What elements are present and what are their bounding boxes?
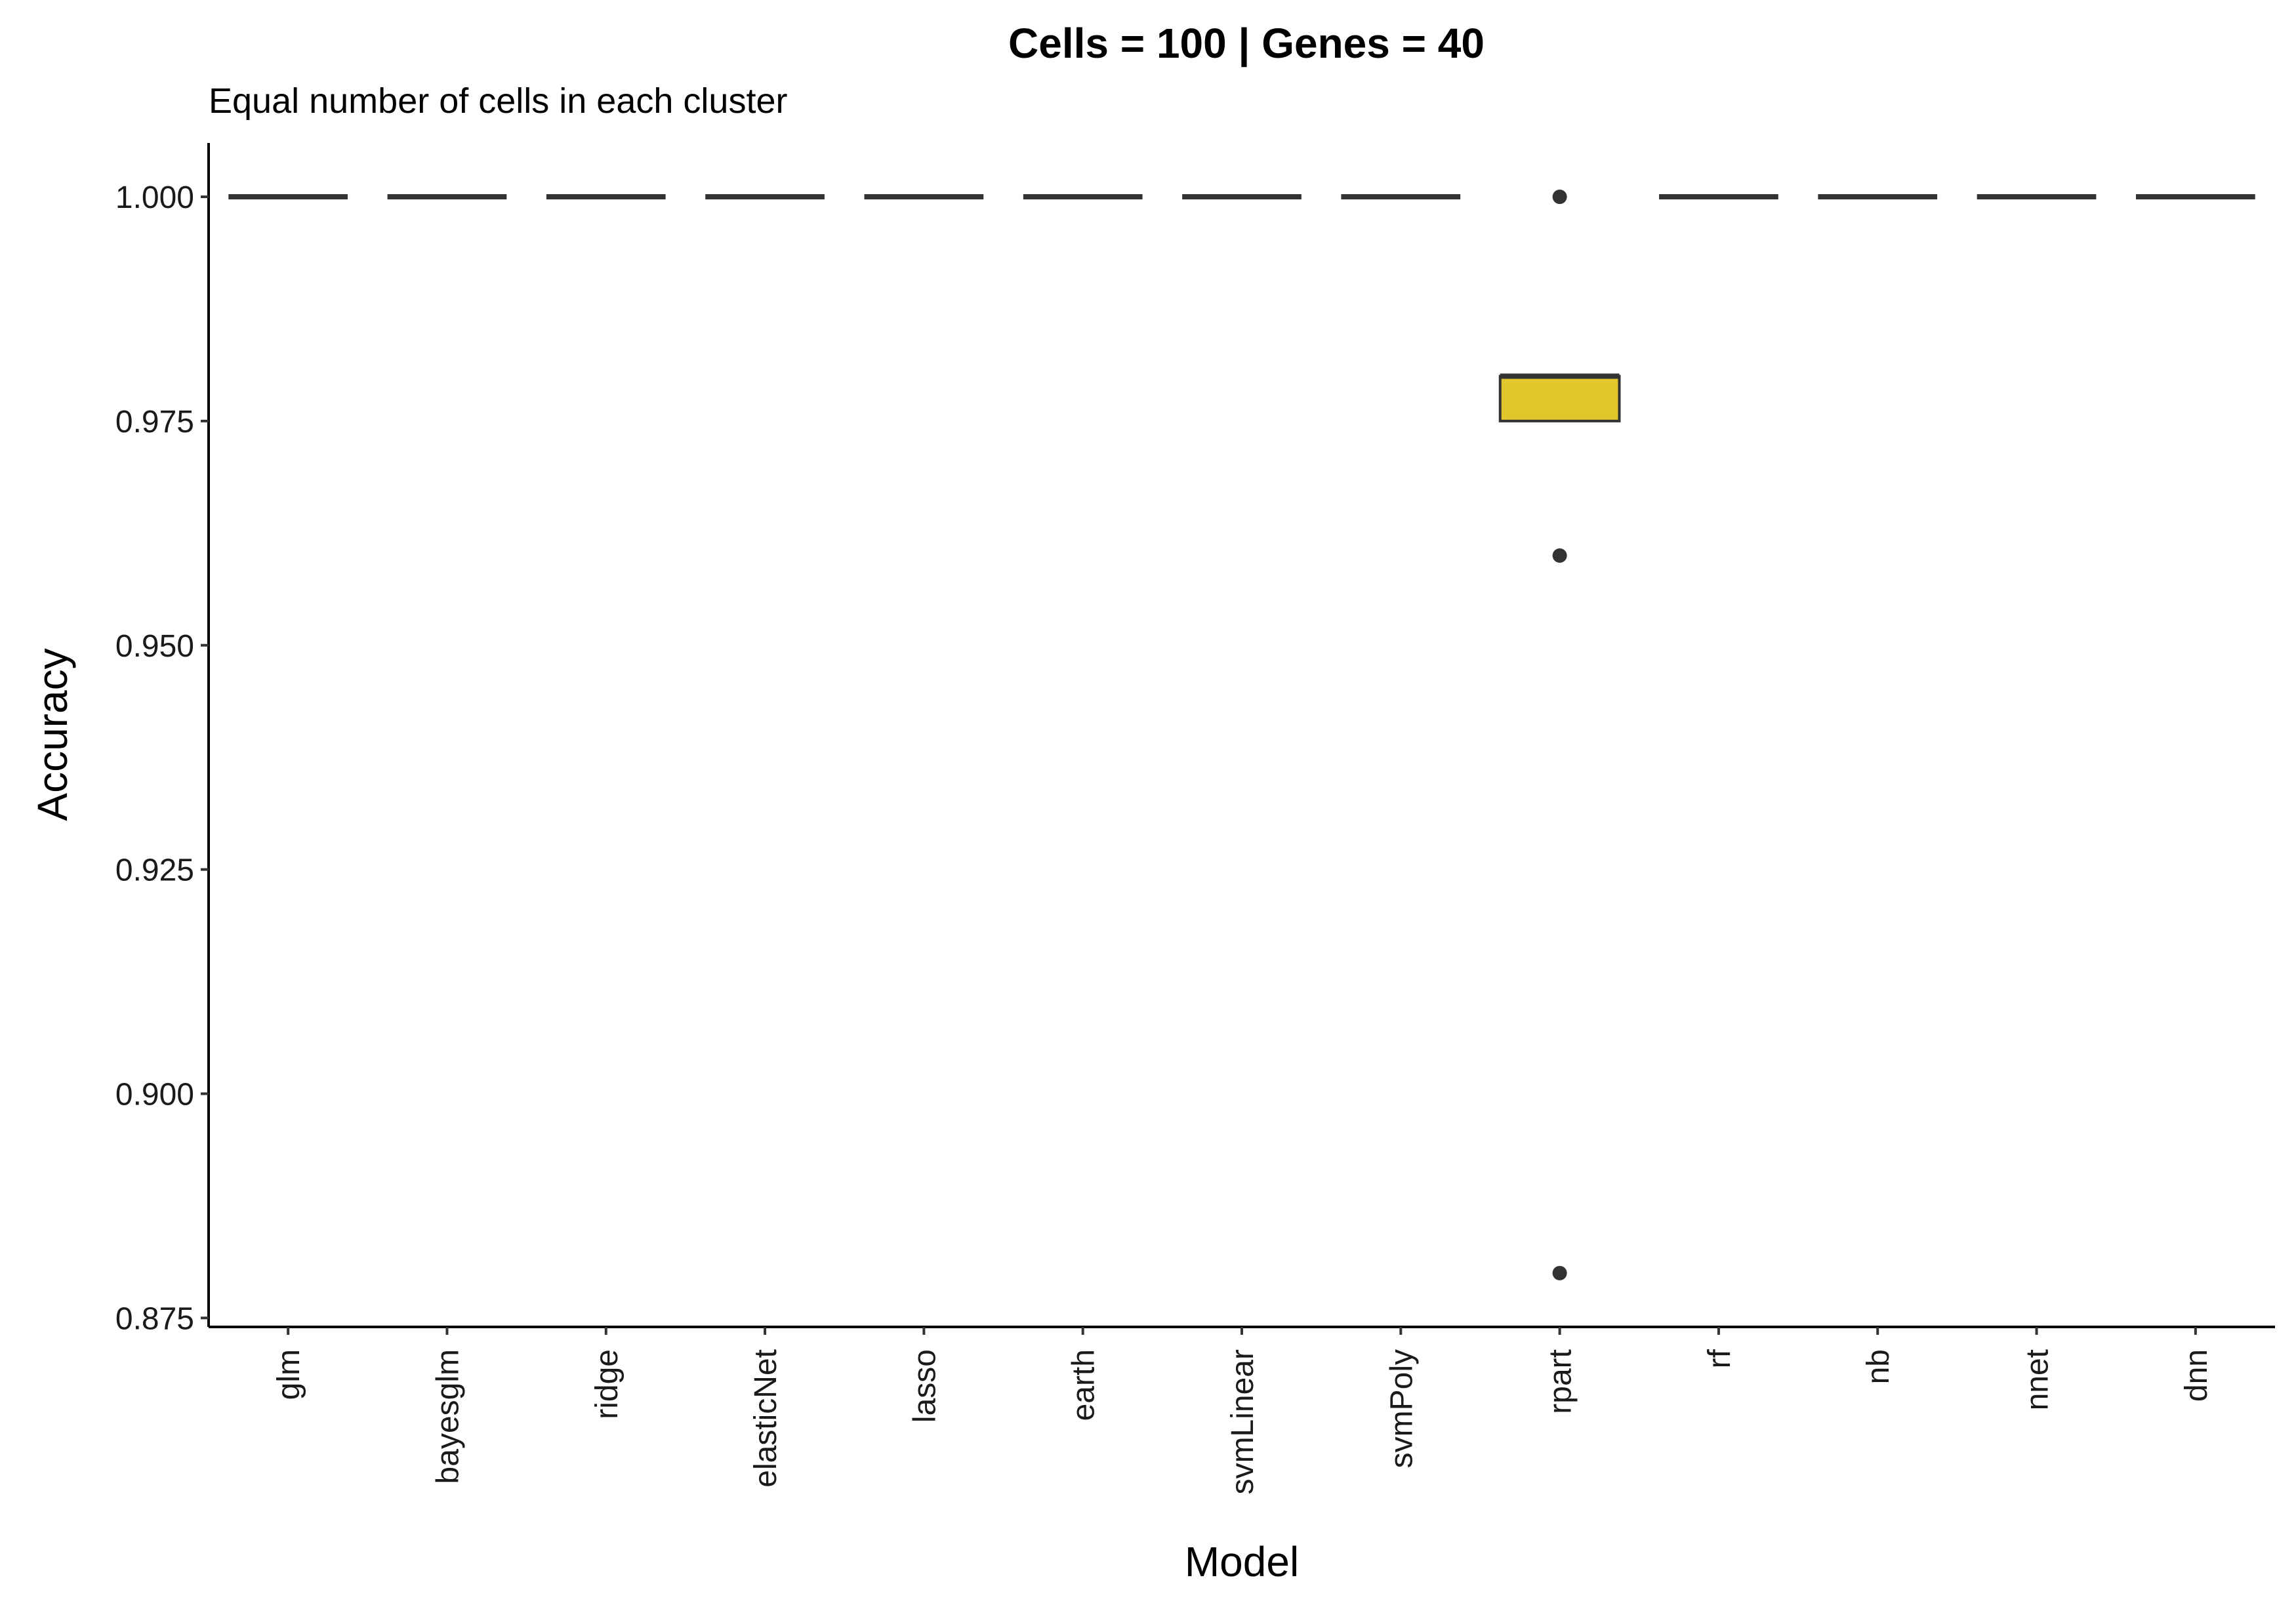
x-tick-label-earth: earth	[1067, 1349, 1101, 1421]
x-tick-label-rf: rf	[1702, 1349, 1737, 1368]
x-tick-label-svmPoly: svmPoly	[1384, 1349, 1419, 1468]
x-tick-label-ridge: ridge	[590, 1349, 625, 1419]
x-tick-label-nb: nb	[1861, 1349, 1896, 1384]
chart-title: Cells = 100 | Genes = 40	[1008, 20, 1485, 68]
x-tick-label-dnn: dnn	[2179, 1349, 2214, 1402]
outlier-point	[1552, 548, 1567, 563]
y-axis-title: Accuracy	[29, 648, 76, 821]
box-rpart	[1498, 190, 1621, 1280]
box-body	[1498, 375, 1621, 422]
chart-subtitle: Equal number of cells in each cluster	[209, 81, 787, 121]
outlier-point	[1552, 1265, 1567, 1280]
y-tick-label: 0.900	[115, 1077, 194, 1112]
x-tick-label-glm: glm	[272, 1349, 306, 1400]
x-axis-ticks: glm bayesglm ridge elasticNet lasso earth svmL…	[272, 1327, 2214, 1494]
x-axis-title: Model	[1185, 1538, 1299, 1585]
y-axis-ticks: 0.875 0.900 0.925 0.950 0.975 1.000	[115, 180, 209, 1336]
y-tick-label: 0.975	[115, 405, 194, 439]
y-tick-label: 0.925	[115, 853, 194, 888]
outlier-point	[1552, 190, 1567, 205]
y-tick-label: 0.950	[115, 629, 194, 664]
y-tick-label: 1.000	[115, 180, 194, 215]
y-tick-label: 0.875	[115, 1301, 194, 1336]
x-tick-label-svmLinear: svmLinear	[1225, 1349, 1260, 1494]
plot-area	[228, 190, 2255, 1280]
x-tick-label-bayesglm: bayesglm	[430, 1349, 465, 1484]
x-tick-label-rpart: rpart	[1544, 1349, 1578, 1414]
x-tick-label-elasticNet: elasticNet	[748, 1349, 783, 1488]
x-tick-label-nnet: nnet	[2020, 1349, 2055, 1410]
x-tick-label-lasso: lasso	[907, 1349, 942, 1423]
